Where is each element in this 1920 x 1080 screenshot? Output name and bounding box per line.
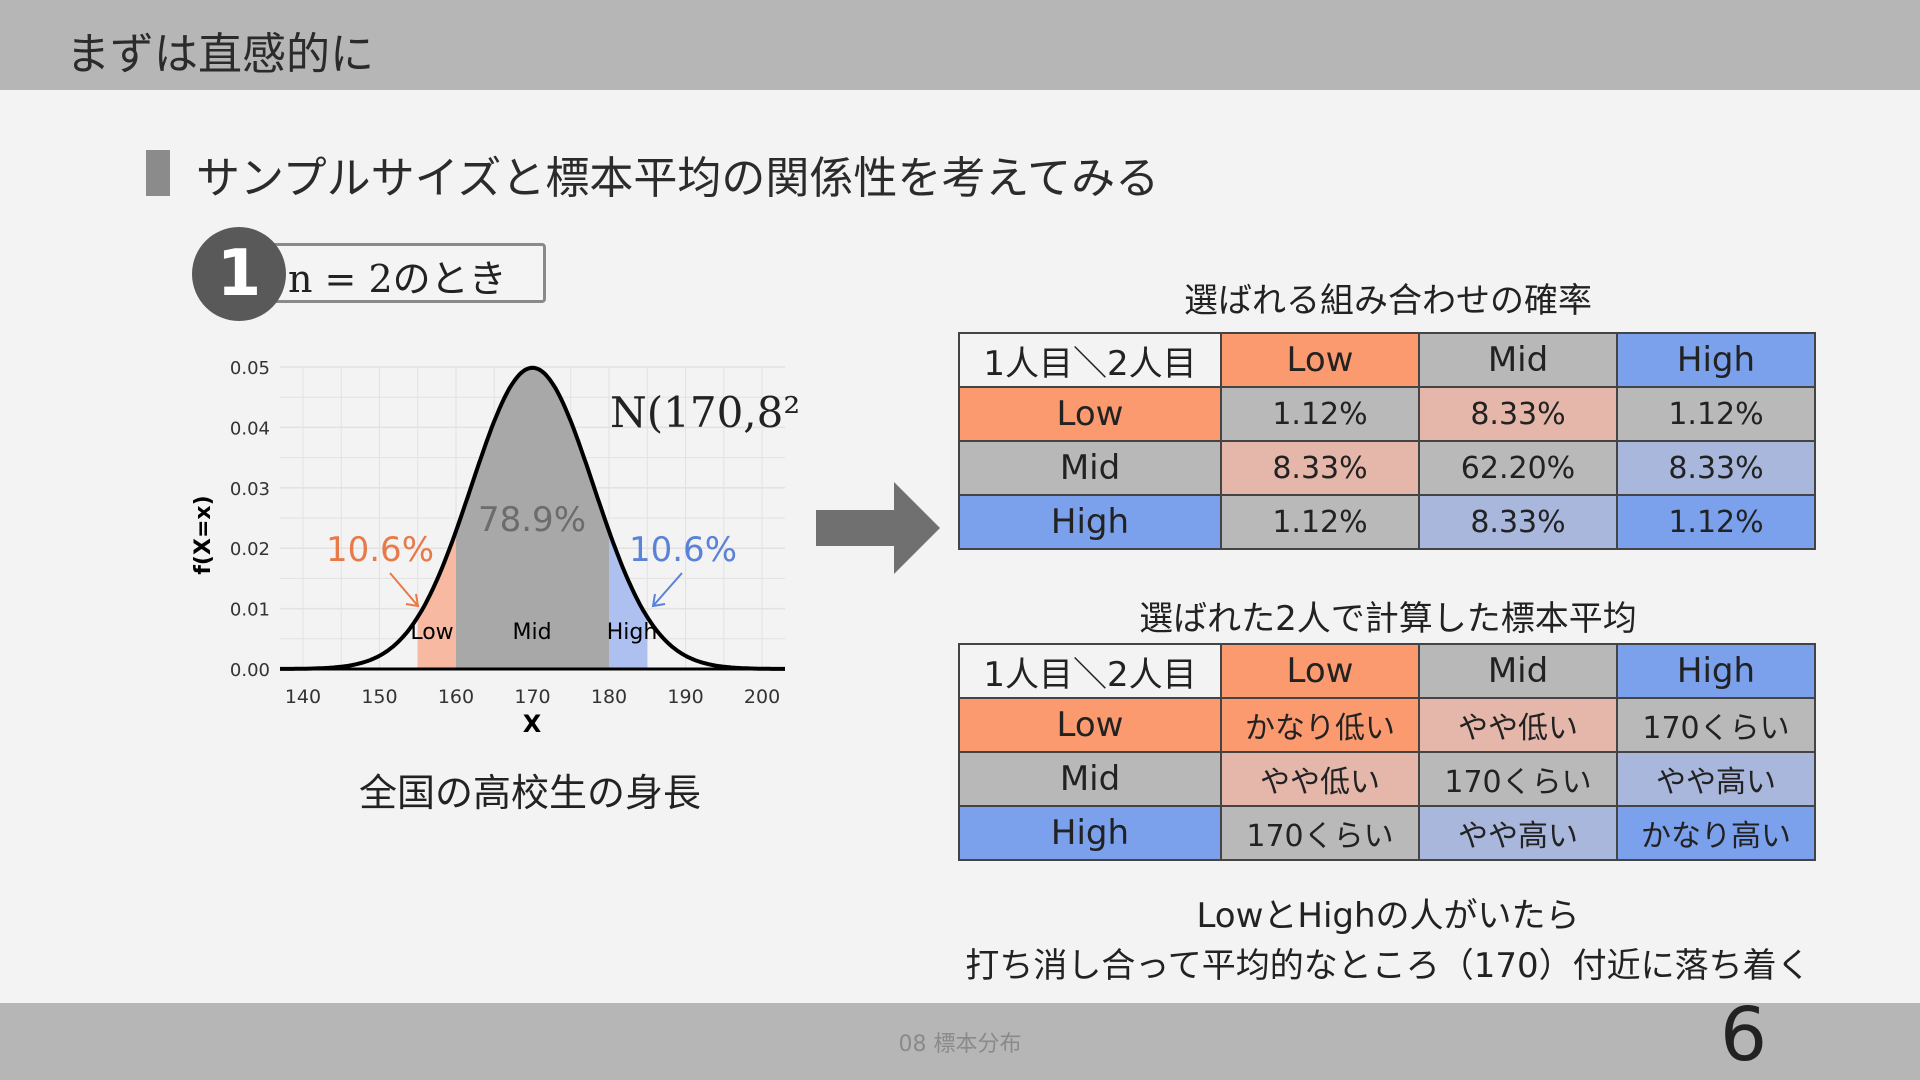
conclusion-line-2: 打ち消し合って平均的なところ（170）付近に落ち着く — [965, 946, 1811, 986]
table2-row-label: Mid — [958, 751, 1222, 807]
chart-region-high-label: High — [607, 620, 658, 645]
table-row: High 170くらい やや高い かなり高い — [958, 805, 1816, 861]
table1-row-label: Mid — [958, 440, 1222, 496]
chart-right-arrowhead — [651, 593, 666, 608]
chart-formula: N(170,8²) — [610, 388, 800, 437]
table1-corner: 1人目＼2人目 — [958, 332, 1222, 388]
chart-region-low — [417, 531, 456, 669]
chart-left-arrow — [389, 572, 419, 607]
chart-right-pct: 10.6% — [629, 530, 737, 570]
chart-region-high — [609, 531, 648, 669]
slide-subtitle: サンプルサイズと標本平均の関係性を考えてみる — [196, 153, 1160, 204]
chart-x-tick-label: 160 — [438, 686, 474, 708]
table1-cell: 1.12% — [1220, 386, 1420, 442]
table-row: High 1.12% 8.33% 1.12% — [958, 494, 1816, 550]
chart-x-label: X — [523, 710, 542, 738]
table1-col-low: Low — [1220, 332, 1420, 388]
right-arrow-icon — [816, 482, 940, 574]
table-row: Mid やや低い 170くらい やや高い — [958, 751, 1816, 807]
table2-col-high: High — [1616, 643, 1816, 699]
header-bar: まずは直感的に — [0, 0, 1920, 90]
conclusion-line-1: LowとHighの人がいたら — [1196, 896, 1580, 936]
table2-row-label: High — [958, 805, 1222, 861]
footer-bar — [0, 1003, 1920, 1080]
chart-density-curve — [280, 365, 785, 671]
chart-y-tick-label: 0.03 — [230, 479, 270, 500]
chart-x-tick-label: 140 — [285, 686, 321, 708]
chart-caption: 全国の高校生の身長 — [358, 771, 701, 815]
chart-x-ticks: 140 150 160 170 180 190 200 — [285, 686, 780, 708]
table2-cell: 170くらい — [1616, 697, 1816, 753]
table1-cell: 8.33% — [1418, 386, 1618, 442]
table2-col-mid: Mid — [1418, 643, 1618, 699]
table2-cell: かなり低い — [1220, 697, 1420, 753]
table2-cell: かなり高い — [1616, 805, 1816, 861]
chart-region-low-label: Low — [410, 620, 453, 645]
normal-distribution-chart: 0.05 0.04 0.03 0.02 0.01 0.00 140 150 160 170 180… — [191, 358, 800, 738]
table-row: Low かなり低い やや低い 170くらい — [958, 697, 1816, 753]
table2-title: 選ばれた2人で計算した標本平均 — [1139, 599, 1637, 639]
table1-row-label: Low — [958, 386, 1222, 442]
table2-cell: 170くらい — [1220, 805, 1420, 861]
table-row: Low 1.12% 8.33% 1.12% — [958, 386, 1816, 442]
table2-col-low: Low — [1220, 643, 1420, 699]
table1-cell: 8.33% — [1418, 494, 1618, 550]
table1-cell: 8.33% — [1220, 440, 1420, 496]
chart-y-ticks: 0.05 0.04 0.03 0.02 0.01 0.00 — [230, 358, 270, 681]
chart-y-tick-label: 0.01 — [230, 600, 270, 621]
chart-y-tick-label: 0.00 — [230, 660, 270, 681]
sample-mean-table: 1人目＼2人目 Low Mid High Low かなり低い やや低い 170く… — [958, 643, 1816, 861]
chart-y-tick-label: 0.04 — [230, 418, 270, 439]
chart-left-pct: 10.6% — [326, 530, 434, 570]
chart-x-tick-label: 200 — [744, 686, 780, 708]
table1-cell: 1.12% — [1616, 386, 1816, 442]
slide-title: まずは直感的に — [66, 29, 374, 80]
footer-chapter: 08 標本分布 — [898, 1032, 1022, 1057]
table2-cell: やや低い — [1220, 751, 1420, 807]
chart-right-arrow — [652, 572, 683, 607]
case-badge-text: n = 2のとき — [288, 257, 507, 301]
subtitle-marker — [146, 150, 170, 196]
table1-cell: 62.20% — [1418, 440, 1618, 496]
chart-left-arrowhead — [405, 593, 420, 608]
chart-y-tick-label: 0.02 — [230, 539, 270, 560]
chart-region-mid-label: Mid — [512, 620, 551, 645]
table1-cell: 1.12% — [1616, 494, 1816, 550]
table2-cell: やや高い — [1418, 805, 1618, 861]
chart-y-label: f(X=x) — [191, 495, 216, 574]
table2-row-label: Low — [958, 697, 1222, 753]
chart-x-tick-label: 190 — [667, 686, 703, 708]
table1-col-mid: Mid — [1418, 332, 1618, 388]
table2-corner: 1人目＼2人目 — [958, 643, 1222, 699]
probability-table: 1人目＼2人目 Low Mid High Low 1.12% 8.33% 1.1… — [958, 332, 1816, 550]
chart-x-tick-label: 180 — [591, 686, 627, 708]
table1-title: 選ばれる組み合わせの確率 — [1184, 281, 1592, 321]
chart-x-tick-label: 150 — [361, 686, 397, 708]
table1-row-label: High — [958, 494, 1222, 550]
table2-cell: やや高い — [1616, 751, 1816, 807]
chart-region-mid — [456, 367, 609, 669]
table2-cell: やや低い — [1418, 697, 1618, 753]
chart-mid-pct: 78.9% — [478, 500, 586, 540]
table1-cell: 1.12% — [1220, 494, 1420, 550]
case-badge — [270, 243, 546, 303]
table1-cell: 8.33% — [1616, 440, 1816, 496]
case-number-circle: 1 — [192, 227, 286, 321]
table-row: Mid 8.33% 62.20% 8.33% — [958, 440, 1816, 496]
page-number: 6 — [1720, 992, 1768, 1078]
table2-cell: 170くらい — [1418, 751, 1618, 807]
table1-col-high: High — [1616, 332, 1816, 388]
chart-x-tick-label: 170 — [514, 686, 550, 708]
chart-y-tick-label: 0.05 — [230, 358, 270, 379]
